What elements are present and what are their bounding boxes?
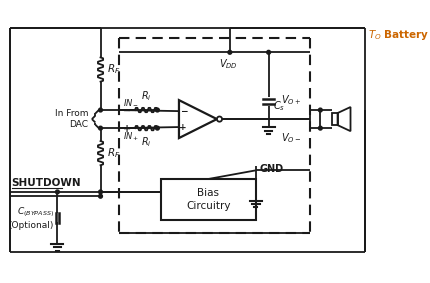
Circle shape <box>98 194 102 198</box>
Text: GND: GND <box>259 164 283 174</box>
Text: $C_{(BYPASS)}$
(Optional): $C_{(BYPASS)}$ (Optional) <box>9 205 54 230</box>
Text: $IN_-$: $IN_-$ <box>123 98 139 108</box>
Circle shape <box>156 126 159 130</box>
Text: $V_{O-}$: $V_{O-}$ <box>281 131 301 145</box>
Bar <box>332 113 338 125</box>
Text: In From
DAC: In From DAC <box>55 109 89 129</box>
Text: Bias
Circuitry: Bias Circuitry <box>186 188 230 211</box>
Circle shape <box>228 50 232 54</box>
Circle shape <box>319 108 322 112</box>
Text: $IN_+$: $IN_+$ <box>123 131 139 143</box>
Text: $T_O$ Battery: $T_O$ Battery <box>368 28 429 42</box>
Circle shape <box>98 126 102 130</box>
Circle shape <box>98 108 102 112</box>
Text: SHUTDOWN: SHUTDOWN <box>12 179 81 188</box>
Text: $R_i$: $R_i$ <box>141 89 151 103</box>
Text: −: − <box>123 106 132 116</box>
Text: $C_s$: $C_s$ <box>273 99 285 113</box>
Circle shape <box>98 190 102 194</box>
Text: −: − <box>180 107 187 116</box>
Text: +: + <box>179 123 187 132</box>
Text: +: + <box>123 124 132 134</box>
Circle shape <box>267 50 270 54</box>
Text: $R_F$: $R_F$ <box>107 146 120 160</box>
Circle shape <box>55 190 59 194</box>
Bar <box>161 179 256 220</box>
Circle shape <box>156 108 159 112</box>
Circle shape <box>319 126 322 130</box>
Text: $R_i$: $R_i$ <box>141 135 151 149</box>
Text: $V_{O+}$: $V_{O+}$ <box>281 94 301 108</box>
Text: $V_{DD}$: $V_{DD}$ <box>219 57 237 71</box>
Text: $R_F$: $R_F$ <box>107 63 120 76</box>
